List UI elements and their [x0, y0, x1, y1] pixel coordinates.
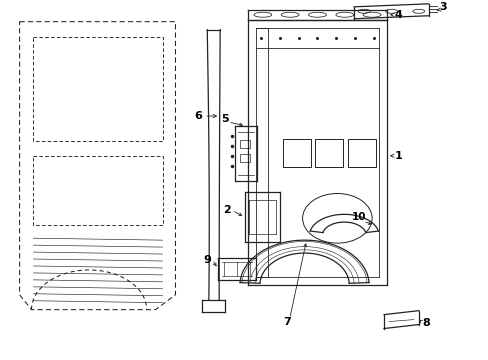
Text: 7: 7: [282, 316, 290, 327]
Text: 9: 9: [203, 255, 211, 265]
Text: 2: 2: [223, 205, 230, 215]
Text: 4: 4: [394, 10, 402, 20]
Text: 5: 5: [221, 114, 228, 124]
Text: 3: 3: [439, 2, 447, 12]
Text: 1: 1: [394, 151, 402, 161]
Bar: [240, 140, 249, 148]
Bar: [240, 154, 249, 162]
Text: 6: 6: [194, 111, 202, 121]
Bar: [282, 139, 310, 167]
Text: 10: 10: [351, 212, 366, 222]
Bar: [315, 139, 343, 167]
Bar: [347, 139, 375, 167]
Text: 8: 8: [422, 318, 430, 328]
